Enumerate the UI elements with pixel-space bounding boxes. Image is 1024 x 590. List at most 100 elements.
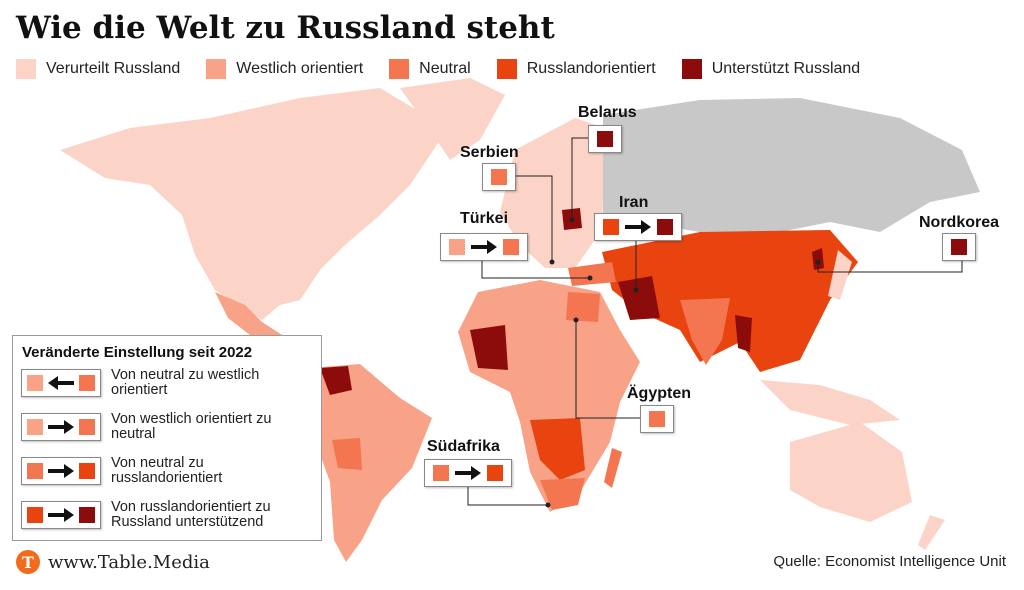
callout-label: Türkei bbox=[460, 210, 509, 227]
arrow bbox=[48, 508, 74, 522]
legend-item: Unterstützt Russland bbox=[681, 59, 861, 79]
arrow-shape bbox=[48, 464, 74, 478]
leader-line bbox=[514, 175, 553, 262]
callout-box bbox=[942, 233, 976, 261]
leader-lines bbox=[467, 137, 963, 508]
change-box bbox=[21, 369, 101, 397]
change-legend-title: Veränderte Einstellung seit 2022 bbox=[22, 344, 253, 361]
arrow bbox=[455, 466, 481, 480]
arrow bbox=[48, 464, 74, 478]
callout-swatch bbox=[657, 219, 673, 235]
arrow-shape bbox=[48, 376, 74, 390]
turkey bbox=[568, 262, 616, 286]
callout-swatch bbox=[603, 219, 619, 235]
change-to-swatch bbox=[79, 419, 95, 435]
arrow-shape bbox=[48, 508, 74, 522]
callout-swatch bbox=[487, 465, 503, 481]
arrow bbox=[48, 420, 74, 434]
change-to-swatch bbox=[79, 463, 95, 479]
brand: T www.Table.Media bbox=[16, 550, 210, 574]
legend-swatch bbox=[206, 59, 227, 79]
callout-swatch bbox=[449, 239, 465, 255]
leader-line bbox=[575, 320, 640, 419]
title: Wie die Welt zu Russland steht bbox=[16, 10, 555, 46]
new-zealand bbox=[918, 515, 945, 550]
australia bbox=[790, 422, 912, 522]
myanmar bbox=[735, 315, 752, 352]
arrow-shape bbox=[455, 466, 481, 480]
legend-swatch bbox=[389, 59, 410, 79]
central-africa bbox=[530, 418, 585, 480]
callout-label: Iran bbox=[619, 194, 649, 211]
change-row: Von russlandorientiert zu Russland unter… bbox=[21, 500, 311, 530]
india bbox=[680, 298, 730, 365]
madagascar bbox=[604, 448, 622, 488]
leader-dot bbox=[573, 317, 579, 323]
legend-item: Russlandorientiert bbox=[496, 59, 656, 79]
leader-dot bbox=[569, 217, 575, 223]
callout-box bbox=[482, 163, 516, 191]
callout-swatch bbox=[503, 239, 519, 255]
arrow bbox=[625, 220, 651, 234]
greenland bbox=[400, 78, 505, 160]
callout-swatch bbox=[597, 131, 613, 147]
south-america bbox=[300, 364, 432, 562]
legend-item: Verurteilt Russland bbox=[16, 59, 180, 79]
legend-label: Westlich orientiert bbox=[236, 60, 364, 77]
arrow-shape bbox=[48, 420, 74, 434]
arrow-shape bbox=[471, 240, 497, 254]
change-label: Von neutral zu russlandorientiert bbox=[111, 455, 223, 486]
asia bbox=[602, 230, 858, 372]
callout-label: Serbien bbox=[460, 144, 519, 161]
source: Quelle: Economist Intelligence Unit bbox=[773, 553, 1006, 570]
iran bbox=[618, 276, 660, 320]
arrow-shape bbox=[625, 220, 651, 234]
change-box bbox=[21, 413, 101, 441]
north-korea bbox=[812, 248, 824, 270]
callout-box bbox=[594, 213, 682, 241]
change-box bbox=[21, 501, 101, 529]
callout-box bbox=[424, 459, 512, 487]
bolivia bbox=[332, 438, 362, 470]
legend-label: Neutral bbox=[419, 60, 471, 77]
change-row: Von neutral zu westlich orientiert bbox=[21, 368, 311, 398]
venezuela bbox=[320, 366, 352, 395]
change-from-swatch bbox=[27, 507, 43, 523]
change-label: Von westlich orientiert zu neutral bbox=[111, 411, 272, 442]
callout-box bbox=[588, 125, 622, 153]
change-label: Von russlandorientiert zu Russland unter… bbox=[111, 499, 271, 530]
legend-swatch bbox=[681, 59, 702, 79]
callout-label: Nordkorea bbox=[919, 214, 1000, 231]
logo: T bbox=[16, 550, 40, 574]
callout-box bbox=[640, 405, 674, 433]
change-box bbox=[21, 457, 101, 485]
change-to-swatch bbox=[79, 507, 95, 523]
change-label: Von neutral zu westlich orientiert bbox=[111, 367, 260, 398]
legend-label: Russlandorientiert bbox=[526, 60, 656, 77]
change-from-swatch bbox=[27, 463, 43, 479]
callout-swatch bbox=[491, 169, 507, 185]
callout-label: Ägypten bbox=[627, 385, 691, 402]
legend-swatch bbox=[496, 59, 517, 79]
callout-swatch bbox=[649, 411, 665, 427]
arrow bbox=[48, 376, 74, 390]
change-to-swatch bbox=[79, 375, 95, 391]
southeast-asia bbox=[760, 380, 900, 425]
legend-item: Neutral bbox=[389, 59, 471, 79]
egypt bbox=[566, 292, 600, 322]
callout-box bbox=[440, 233, 528, 261]
legend-label: Unterstützt Russland bbox=[711, 60, 861, 77]
change-from-swatch bbox=[27, 419, 43, 435]
north-america bbox=[60, 88, 440, 320]
change-row: Von neutral zu russlandorientiert bbox=[21, 456, 311, 486]
callout-label: Belarus bbox=[578, 104, 637, 121]
callout-swatch bbox=[433, 465, 449, 481]
leader-line bbox=[817, 260, 963, 273]
japan bbox=[828, 250, 852, 300]
legend-swatch bbox=[16, 59, 36, 79]
leader-dot bbox=[549, 259, 555, 265]
arrow bbox=[471, 240, 497, 254]
change-row: Von westlich orientiert zu neutral bbox=[21, 412, 311, 442]
legend-label: Verurteilt Russland bbox=[46, 60, 181, 77]
